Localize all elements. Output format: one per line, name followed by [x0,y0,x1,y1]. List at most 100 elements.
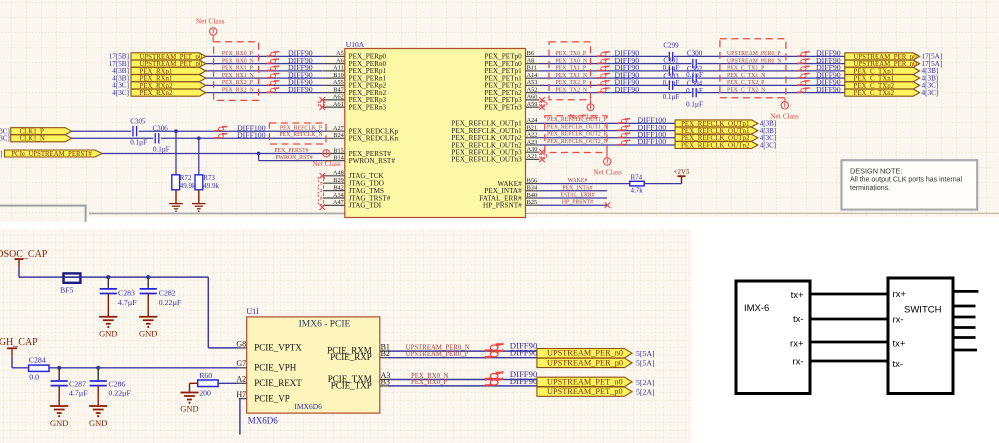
svg-text:A55: A55 [333,79,344,86]
svg-text:PEX_REFCLK_OUTp2: PEX_REFCLK_OUTp2 [681,134,750,142]
svg-text:R73: R73 [203,174,215,182]
svg-text:B10: B10 [333,72,344,79]
svg-text:4[3C]: 4[3C] [922,89,939,97]
svg-text:PEX_REFCLK_OUTn1: PEX_REFCLK_OUTn1 [681,127,750,135]
svg-text:PEX_PETn3: PEX_PETn3 [485,103,523,111]
svg-text:PEX_REFCLK_OUTp3: PEX_REFCLK_OUTp3 [451,149,522,157]
svg-text:4[3C]: 4[3C] [922,82,939,90]
svg-text:UPSTREAM_PET_n0: UPSTREAM_PET_n0 [140,61,203,68]
svg-text:DIFF90: DIFF90 [615,63,640,72]
svg-text:A14: A14 [527,72,539,79]
svg-text:PEX_PERp1: PEX_PERp1 [349,67,387,75]
svg-text:PEX_REFCLK_OUTn1: PEX_REFCLK_OUTn1 [451,127,522,135]
svg-text:C302: C302 [687,65,703,73]
svg-text:PEX_RX0_N: PEX_RX0_N [411,373,448,380]
svg-text:C283: C283 [118,289,135,298]
svg-text:0.1µF: 0.1µF [686,100,703,108]
svg-text:A22: A22 [527,132,538,139]
svg-text:0.1µF: 0.1µF [686,87,703,95]
svg-text:PWRON_RST#: PWRON_RST# [275,155,312,161]
svg-text:WAKE#: WAKE# [497,180,522,188]
svg-text:rx-: rx- [893,315,904,326]
svg-text:PEX_TX0_P: PEX_TX0_P [556,51,587,57]
svg-text:PEX_TX2_P: PEX_TX2_P [556,80,587,86]
svg-text:DIFF90: DIFF90 [288,49,313,58]
svg-text:UPSTREAM_PER0_P: UPSTREAM_PER0_P [727,51,780,57]
svg-text:PEX_RXn1: PEX_RXn1 [140,76,173,83]
svg-text:PEX_RX2_N: PEX_RX2_N [222,87,255,93]
svg-text:PEX_REFCLK_P: PEX_REFCLK_P [280,126,322,132]
svg-text:DIFF90: DIFF90 [615,49,640,58]
svg-text:49.9k: 49.9k [180,182,196,190]
svg-text:PEX_RXp1: PEX_RXp1 [140,68,173,75]
svg-text:5[2A]: 5[2A] [636,378,655,387]
svg-text:C286: C286 [108,379,125,388]
svg-text:B2: B2 [381,349,390,358]
svg-text:PCIE_VPTX: PCIE_VPTX [254,343,302,353]
svg-text:PEX_C_TX1_P: PEX_C_TX1_P [727,66,764,72]
svg-text:DIFF90: DIFF90 [816,56,841,65]
svg-text:R60: R60 [199,371,212,380]
svg-text:49.9k: 49.9k [203,182,219,190]
svg-text:DIFF90: DIFF90 [288,56,313,65]
svg-text:G8: G8 [236,339,246,348]
svg-text:PEX_RX0_N: PEX_RX0_N [222,58,255,64]
svg-text:JTAG_TDO: JTAG_TDO [349,180,384,188]
svg-text:DIFF90: DIFF90 [288,63,313,72]
svg-text:UPSTREAM_PER0_P: UPSTREAM_PER0_P [406,351,469,358]
svg-text:DIFF100: DIFF100 [638,130,667,139]
svg-text:C301: C301 [663,57,679,65]
svg-text:DIFF90: DIFF90 [615,85,640,94]
svg-text:PWRON_RST#: PWRON_RST# [349,157,396,165]
svg-text:U10A: U10A [346,40,365,49]
svg-text:PEX_C_TXp1: PEX_C_TXp1 [854,68,895,75]
svg-text:UPSTREAM_PER0_N: UPSTREAM_PER0_N [406,344,470,351]
svg-text:DIFF90: DIFF90 [510,369,538,379]
svg-text:FATAL_ERR#: FATAL_ERR# [479,194,522,202]
svg-text:MX6D6: MX6D6 [248,416,279,426]
svg-text:JTAG_TDI: JTAG_TDI [349,202,382,210]
svg-text:A62: A62 [333,94,344,101]
svg-text:A52: A52 [527,86,538,93]
svg-text:A2: A2 [236,375,246,384]
svg-text:UPSTREAM_PET_n0: UPSTREAM_PET_n0 [547,377,623,386]
svg-text:A21: A21 [527,153,538,160]
svg-text:]: ] [0,150,2,158]
svg-text:DIFF100: DIFF100 [237,123,266,132]
svg-text:PEX_PETp1: PEX_PETp1 [485,67,523,75]
svg-text:PCIE_VP: PCIE_VP [254,393,290,403]
svg-text:5[2A]: 5[2A] [636,387,655,396]
svg-text:DIFF100: DIFF100 [638,123,667,132]
svg-text:0.1µF: 0.1µF [686,71,703,79]
svg-text:4[3C]: 4[3C] [0,135,10,143]
svg-text:PEX_REFCLK_OUTn2: PEX_REFCLK_OUTn2 [451,141,522,149]
svg-text:SWITCH: SWITCH [904,305,942,316]
svg-text:A5: A5 [336,50,344,57]
svg-text:U1I: U1I [246,307,259,316]
svg-text:17[5B]: 17[5B] [109,60,129,68]
svg-text:PCIE_RXM: PCIE_RXM [327,346,372,356]
svg-text:4.7k: 4.7k [631,186,644,194]
svg-text:200: 200 [199,388,211,397]
svg-text:+2V5: +2V5 [673,168,690,176]
svg-text:A59: A59 [527,101,538,108]
svg-text:17[5A]: 17[5A] [922,53,943,61]
svg-text:PEX_RX2_P: PEX_RX2_P [222,80,253,86]
svg-text:DESIGN NOTE:: DESIGN NOTE: [850,166,902,175]
svg-text:4.7µF: 4.7µF [118,298,137,307]
svg-text:JTAG_TMS: JTAG_TMS [349,187,384,195]
svg-text:PEX_PERp0: PEX_PERp0 [349,53,387,61]
svg-text:PEX_REFCLK_OUT1_P: PEX_REFCLK_OUT1_P [547,117,607,123]
svg-text:PEX_PERST#: PEX_PERST# [274,148,308,154]
svg-text:tx+: tx+ [893,339,906,350]
svg-text:A6: A6 [336,57,344,64]
svg-text:DIFF100: DIFF100 [638,137,667,146]
svg-text:PEX_RXn2: PEX_RXn2 [140,90,173,97]
svg-text:PEX_RXp2: PEX_RXp2 [140,83,173,90]
svg-text:0.22µF: 0.22µF [159,298,182,307]
svg-text:4[3B]: 4[3B] [112,67,129,75]
svg-text:PEX_PERn0: PEX_PERn0 [349,60,387,68]
svg-text:DIFF90: DIFF90 [816,70,841,79]
svg-text:Net Class: Net Class [196,17,225,26]
svg-text:Net Class: Net Class [312,159,341,168]
